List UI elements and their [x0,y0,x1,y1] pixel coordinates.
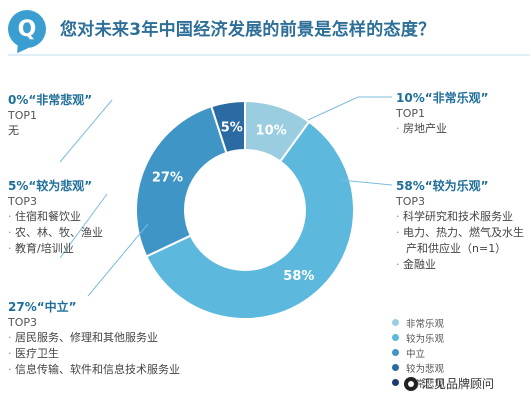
legend-item: 较为悲观 [392,360,444,375]
list-item: 信息传输、软件和信息技术服务业 [8,362,180,378]
data-label: 5% [221,121,243,136]
question-header: Q 您对未来3年中国经济发展的前景是怎样的态度？ [0,4,531,56]
list-item: 住宿和餐饮业 [8,209,103,225]
annotation-head: 5%“较为悲观” [8,179,93,193]
annotation-neutral: 27%“中立” TOP3 居民服务、修理和其他服务业 医疗卫生 信息传输、软件和… [8,299,180,378]
legend-swatch [392,364,399,371]
annotation-rank: TOP1 [8,109,38,122]
data-label: 58% [283,269,314,284]
legend-item: 中立 [392,345,444,360]
legend-label: 较为乐观 [406,333,445,345]
legend-swatch [392,319,399,326]
annotation-somewhat-pessimistic: 5%“较为悲观” TOP3 住宿和餐饮业 农、林、牧、渔业 教育/培训业 [8,178,103,257]
legend-label: 非常悲观 [406,378,445,390]
annotation-somewhat-optimistic: 58%“较为乐观” TOP3 科学研究和技术服务业 电力、热力、燃气及水生 产和… [396,178,524,273]
list-item: 医疗卫生 [8,346,180,362]
leader-very-optimistic [307,96,392,121]
list-item: 科学研究和技术服务业 [396,209,524,225]
annotation-very-optimistic: 10%“非常乐观” TOP1 房地产业 [396,90,489,137]
brand-logo-icon [404,376,418,391]
annotation-rank: TOP3 [396,195,426,208]
slice-somewhat-pessimistic [210,99,246,155]
header-divider [8,54,530,56]
legend-label: 非常乐观 [406,318,445,330]
legend-item: 较为乐观 [392,330,444,345]
list-item: 电力、热力、燃气及水生 [396,225,524,241]
legend-swatch [392,334,399,341]
annotation-head: 58%“较为乐观” [396,179,489,193]
legend-swatch [392,349,399,356]
leader-somewhat-pessimistic [87,223,149,297]
list-item: 金融业 [396,257,524,273]
legend-label: 较为悲观 [406,363,445,375]
list-item: 产和供应业（n=1） [406,242,507,255]
slice-neutral [135,105,228,258]
question-title: 您对未来3年中国经济发展的前景是怎样的态度？ [60,20,436,40]
q-badge: Q [8,10,46,48]
slice-somewhat-optimistic [145,120,355,320]
list-item: 房地产业 [396,121,489,137]
leader-somewhat-optimistic [339,179,393,186]
legend-item: 非常悲观 [392,375,444,390]
legend-label: 中立 [406,348,426,360]
data-label: 10% [256,124,287,139]
watermark: 汇见品牌顾问 [404,375,494,392]
annotation-head: 10%“非常乐观” [396,91,489,105]
list-item: 教育/培训业 [8,241,103,257]
data-label: 27% [152,170,183,185]
annotation-head: 27%“中立” [8,300,77,314]
legend-swatch [392,379,399,386]
annotation-text: 无 [8,124,19,137]
chart-legend: 非常乐观 较为乐观 中立 较为悲观 非常悲观 [392,315,444,390]
list-item: 农、林、牧、渔业 [8,225,103,241]
annotation-rank: TOP3 [8,316,38,329]
annotation-rank: TOP3 [8,195,38,208]
watermark-text: 汇见品牌顾问 [422,377,495,391]
annotation-head: 0%“非常悲观” [8,93,93,107]
annotation-rank: TOP1 [396,107,426,120]
legend-item: 非常乐观 [392,315,444,330]
leader-very-pessimistic [59,99,113,163]
annotation-very-pessimistic: 0%“非常悲观” TOP1 无 [8,92,92,138]
list-item: 居民服务、修理和其他服务业 [8,330,180,346]
